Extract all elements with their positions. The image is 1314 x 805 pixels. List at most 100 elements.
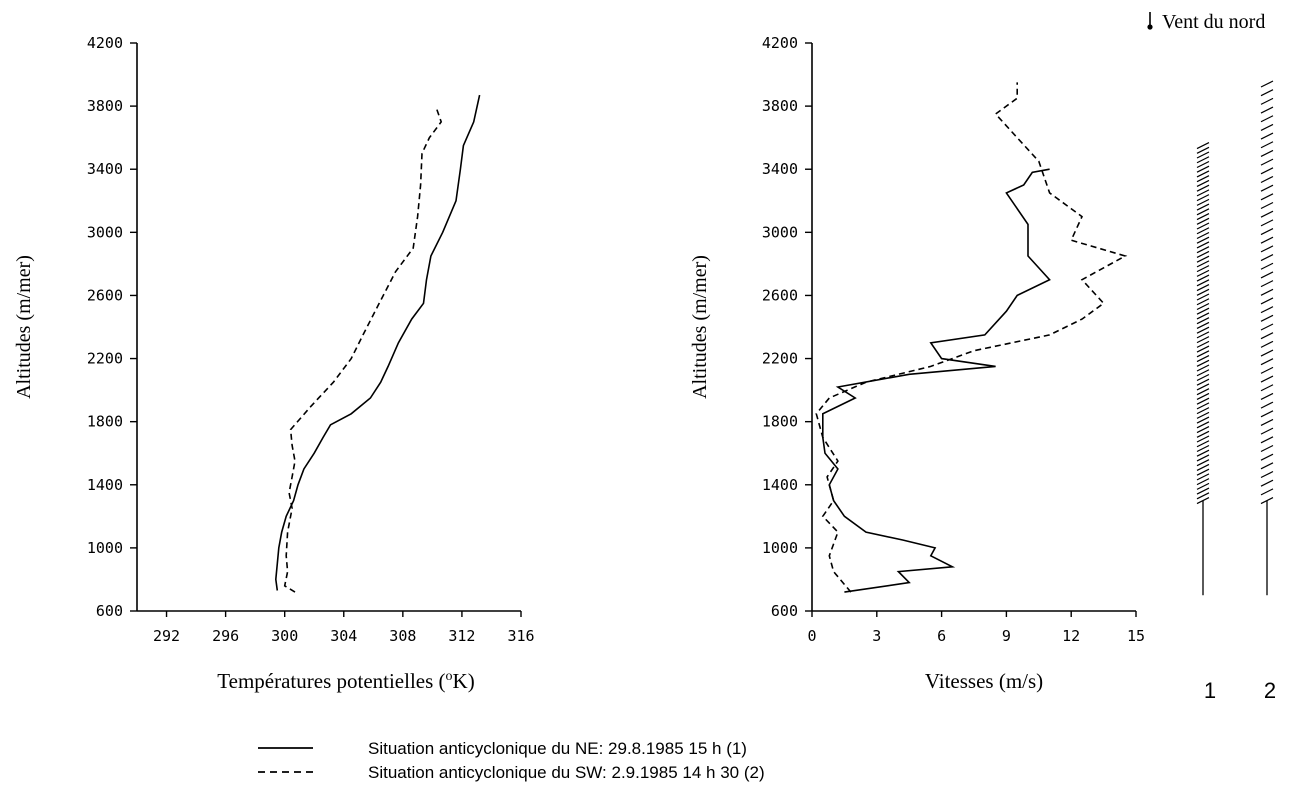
wind-barb-col1-barb — [1196, 326, 1210, 334]
speed-xtick-label: 9 — [1002, 627, 1011, 645]
speed-xtick-label: 12 — [1062, 627, 1080, 645]
wind-barb-col2-barb — [1260, 236, 1274, 244]
wind-barb-col2-barb — [1260, 436, 1274, 444]
wind-barb-col2-barb — [1260, 375, 1274, 383]
temp-xtick-label: 304 — [330, 627, 357, 645]
wind-barb-col1-barb — [1196, 440, 1210, 448]
wind-barb-col1-barb — [1196, 265, 1210, 273]
wind-barb-col1-barb — [1196, 307, 1210, 315]
wind-barb-col2-barb — [1260, 470, 1274, 479]
wind-barb-col1-barb — [1196, 208, 1210, 216]
wind-barb-col1-barb — [1196, 194, 1210, 202]
wind-barb-col1-barb — [1196, 217, 1210, 225]
wind-barb-col1-barb — [1196, 411, 1210, 419]
speed-chart: 420038003400300026002200180014001000600 … — [689, 34, 1145, 693]
wind-barbs-title: Vent du nord — [1162, 11, 1265, 33]
temp-xtick-label: 316 — [507, 627, 534, 645]
temp-xtick-label: 292 — [153, 627, 180, 645]
wind-barb-col1-barb — [1196, 359, 1210, 367]
wind-barb-col1-barb — [1196, 336, 1210, 344]
wind-barb-col2-barb — [1260, 245, 1274, 253]
wind-barb-col2-barb — [1260, 167, 1274, 175]
wind-barb-col1-barb — [1196, 203, 1210, 211]
wind-barb-col1-barb — [1196, 459, 1210, 467]
wind-barb-col1-barb — [1196, 165, 1210, 173]
speed-ytick-label: 4200 — [762, 34, 798, 52]
wind-barb-col1-barb — [1196, 331, 1210, 339]
wind-barb-col2-barb — [1260, 479, 1274, 487]
temp-xtick-label: 312 — [448, 627, 475, 645]
temp-ytick-label: 1000 — [87, 539, 123, 557]
temperature-series-solid — [274, 94, 481, 591]
temp-ytick-label: 4200 — [87, 34, 123, 52]
wind-barb-column-label-1: 1 — [1204, 678, 1216, 703]
wind-barb-col1-barb — [1196, 444, 1210, 453]
wind-barb-col2-barb — [1260, 271, 1274, 279]
wind-barb-col1-barb — [1196, 241, 1210, 249]
wind-barb-col2-barb — [1260, 193, 1274, 201]
wind-barb-col2-barb — [1260, 106, 1274, 114]
wind-barb-col1-barb — [1196, 454, 1210, 462]
wind-barb-col2-barb — [1260, 97, 1274, 105]
wind-barb-col2-barb — [1260, 89, 1274, 97]
wind-barb-col2-barb — [1260, 280, 1274, 288]
wind-barb-col2-barb — [1260, 384, 1274, 392]
speed-x-axis-label: Vitesses (m/s) — [925, 669, 1043, 693]
wind-barb-col2-barb — [1260, 462, 1274, 470]
wind-barb-col1-barb — [1196, 497, 1210, 505]
wind-barb-col1-barb — [1196, 298, 1210, 306]
wind-barb-col1-barb — [1196, 274, 1210, 282]
wind-barb-col2-barb — [1260, 340, 1274, 348]
wind-barb-col2-barb — [1260, 306, 1274, 314]
legend-label-solid: Situation anticyclonique du NE: 29.8.198… — [368, 739, 747, 758]
temperature-chart: 420038003400300026002200180014001000600 … — [13, 34, 535, 693]
wind-barb-col1-barb — [1196, 288, 1210, 296]
temperature-y-axis-label: Altitudes (m/mer) — [13, 255, 35, 399]
temp-ytick-label: 2600 — [87, 286, 123, 304]
wind-barb-col1-barb — [1196, 302, 1210, 311]
wind-barb-col2-barb — [1260, 444, 1274, 453]
speed-series-solid — [822, 168, 1051, 593]
wind-barb-col1-barb — [1196, 463, 1210, 471]
temp-ytick-label: 3400 — [87, 160, 123, 178]
wind-barb-col1-barb — [1196, 142, 1210, 150]
wind-barb-col2-barb — [1260, 184, 1274, 192]
wind-barb-col2-barb — [1260, 427, 1274, 435]
wind-barb-col2-barb — [1260, 323, 1274, 331]
wind-barb-col1-barb — [1196, 246, 1210, 254]
temp-ytick-label: 2200 — [87, 350, 123, 368]
speed-xtick-label: 3 — [872, 627, 881, 645]
wind-barb-col1-barb — [1196, 227, 1210, 235]
wind-barb-col1-barb — [1196, 397, 1210, 405]
wind-barb-col2-barb — [1260, 115, 1274, 123]
wind-barb-col2-barb — [1260, 497, 1274, 505]
legend-item-solid: Situation anticyclonique du NE: 29.8.198… — [258, 739, 747, 758]
wind-barb-col2-barb — [1260, 141, 1274, 149]
wind-barb-col1-barb — [1196, 260, 1210, 268]
wind-barb-col1-barb — [1196, 146, 1210, 154]
wind-barb-col2-barb — [1260, 366, 1274, 374]
speed-xtick-label: 6 — [937, 627, 946, 645]
wind-barb-col2-barb — [1260, 158, 1274, 166]
wind-barb-col1-barb — [1196, 402, 1210, 410]
wind-barb-col1-barb — [1196, 373, 1210, 382]
wind-barb-col1-barb — [1196, 421, 1210, 429]
wind-barb-col1-barb — [1196, 160, 1210, 169]
wind-barb-col1-barb — [1196, 492, 1210, 500]
wind-barb-col1-barb — [1196, 312, 1210, 320]
wind-barb-column-label-2: 2 — [1264, 678, 1276, 703]
wind-barb-col1-barb — [1196, 364, 1210, 372]
wind-barb-col2-barb — [1260, 149, 1274, 157]
wind-barb-col2-barb — [1260, 314, 1274, 322]
wind-barb-col1-barb — [1196, 407, 1210, 415]
wind-barb-col2-barb — [1260, 332, 1274, 340]
wind-barb-col1-barb — [1196, 321, 1210, 329]
wind-barb-col2-barb — [1260, 219, 1274, 227]
legend-label-dashed: Situation anticyclonique du SW: 2.9.1985… — [368, 763, 765, 782]
wind-barb-col1-barb — [1196, 222, 1210, 230]
wind-barb-col1-barb — [1196, 184, 1210, 192]
wind-barb-col1-barb — [1196, 236, 1210, 244]
wind-barb-col1-barb — [1196, 284, 1210, 292]
wind-barb-col2-barb — [1260, 453, 1274, 461]
wind-barb-col1-barb — [1196, 279, 1210, 287]
